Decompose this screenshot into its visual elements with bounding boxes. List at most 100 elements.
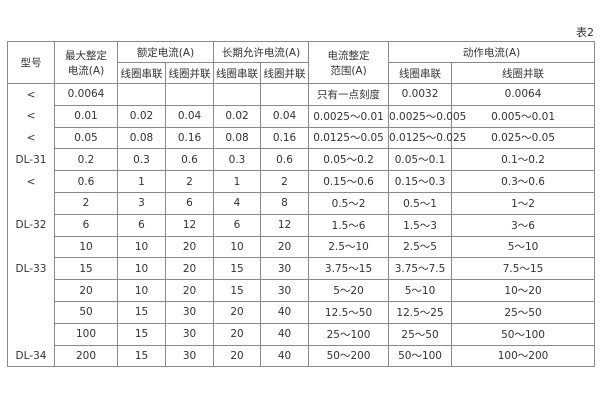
cell-operating-series: 12.5～25 [388, 300, 453, 324]
cell-rated-parallel: 0.16 [164, 126, 215, 150]
table-row: DL-33 15 10 20 15 30 3.75～15 3.75～7.5 7.5～15 [7, 257, 596, 281]
cell-operating-series: 0.0125～0.025 [388, 126, 466, 150]
cell-setting-range: 5～20 [308, 279, 390, 302]
table-row: 20 10 20 15 30 5～20 5～10 10～20 [7, 279, 596, 302]
table-row: DL-34 200 15 30 20 40 50～200 50～100 100～200 [7, 344, 596, 368]
cell-long-term-series: 20 [213, 344, 262, 368]
cell-long-term-parallel: 40 [260, 344, 310, 368]
cell-long-term-series: 10 [213, 235, 262, 259]
cell-operating-parallel: 0.025～0.05 [451, 126, 596, 150]
header-max-setting: 最大整定 电流(A) [54, 41, 118, 84]
cell-long-term-parallel: 20 [260, 235, 310, 259]
cell-model [7, 192, 55, 215]
cell-long-term-parallel: 40 [260, 300, 310, 324]
cell-model: DL-33 [7, 257, 55, 280]
table-row: <0.05 0.08 0.16 0.08 0.16 0.0125～0.05 0.0125～0… [7, 126, 596, 150]
cell-rated-series: 10 [117, 235, 166, 259]
cell-model [7, 301, 55, 324]
cell-long-term-parallel: 2 [260, 170, 310, 193]
cell-operating-parallel: 100～200 [451, 344, 596, 368]
table-row: 2 3 6 4 8 0.5～2 0.5～1 1～2 [7, 191, 596, 215]
cell-setting-range: 只有一点刻度 [308, 83, 390, 106]
cell-operating-parallel: 25～50 [451, 300, 596, 324]
cell-operating-series: 0.5～1 [388, 191, 453, 215]
subheader-parallel: 线圈并联 [260, 62, 310, 84]
cell-long-term-series [213, 83, 262, 106]
header-operating-current: 动作电流(A) [388, 41, 596, 63]
cell-setting-range: 50～200 [308, 344, 390, 368]
cell-long-term-series: 20 [213, 322, 262, 346]
cell-model: < [7, 127, 55, 149]
cell-long-term-series: 0.3 [213, 148, 262, 172]
cell-long-term-series: 4 [213, 191, 262, 215]
cell-rated-series: 0.02 [117, 104, 166, 128]
cell-max-setting: 10 [54, 235, 118, 259]
cell-operating-parallel: 0.1～0.2 [451, 148, 596, 172]
cell-long-term-parallel: 30 [260, 257, 310, 281]
cell-model: < [7, 170, 55, 193]
cell-rated-parallel: 6 [164, 191, 215, 215]
cell-max-setting: 2 [54, 191, 118, 215]
cell-rated-parallel: 20 [164, 257, 215, 281]
cell-rated-series [117, 83, 166, 106]
cell-model [7, 323, 55, 346]
cell-rated-parallel: 20 [164, 235, 215, 259]
table-caption: 表2 [576, 26, 594, 39]
cell-operating-parallel: 50～100 [451, 322, 596, 346]
cell-setting-range: 25～100 [308, 322, 390, 346]
cell-operating-parallel: 7.5～15 [451, 257, 596, 281]
header-rated-current: 额定电流(A) [116, 41, 215, 63]
cell-operating-series: 2.5～5 [388, 235, 453, 259]
cell-max-setting: 6 [54, 213, 118, 237]
cell-max-setting: 0.05 [54, 126, 118, 150]
cell-operating-parallel: 0.3～0.6 [451, 170, 596, 193]
subheader-parallel: 线圈并联 [164, 62, 215, 84]
cell-rated-parallel: 30 [164, 344, 215, 368]
cell-operating-series: 25～50 [388, 322, 453, 346]
table-row: DL-31 0.2 0.3 0.6 0.3 0.6 0.05～0.2 0.05～0.1 0.1～… [7, 148, 596, 172]
cell-setting-range: 2.5～10 [308, 235, 390, 259]
cell-long-term-series: 0.02 [213, 104, 262, 128]
cell-operating-parallel: 10～20 [451, 279, 596, 302]
cell-rated-parallel: 0.04 [164, 104, 215, 128]
subheader-series: 线圈串联 [117, 62, 166, 84]
cell-rated-series: 3 [117, 191, 166, 215]
cell-long-term-parallel: 0.16 [260, 126, 310, 150]
cell-long-term-series: 0.08 [213, 126, 262, 150]
table-row: <0.0064 只有一点刻度 0.0032 0.0064 [7, 83, 596, 106]
cell-setting-range: 0.15～0.6 [308, 170, 390, 193]
table-row: 100 15 30 20 40 25～100 25～50 50～100 [7, 322, 596, 346]
cell-max-setting: 0.6 [54, 170, 118, 193]
cell-rated-series: 1 [117, 170, 166, 193]
cell-rated-series: 10 [117, 257, 166, 281]
cell-model: DL-32 [7, 214, 55, 237]
cell-operating-series: 3.75～7.5 [388, 257, 453, 281]
cell-operating-parallel: 0.005～0.01 [451, 104, 596, 128]
cell-setting-range: 0.5～2 [308, 191, 390, 215]
cell-rated-parallel: 2 [164, 170, 215, 193]
cell-max-setting: 0.0064 [54, 83, 118, 106]
subheader-parallel: 线圈并联 [451, 62, 596, 84]
cell-long-term-series: 15 [213, 257, 262, 281]
cell-max-setting: 0.01 [54, 104, 118, 128]
header-setting-range: 电流整定 范围(A) [308, 41, 390, 84]
cell-rated-series: 15 [117, 344, 166, 368]
cell-rated-series: 0.3 [117, 148, 166, 172]
cell-operating-series: 0.0025～0.005 [388, 104, 466, 128]
cell-operating-series: 0.0032 [388, 83, 453, 106]
cell-long-term-parallel: 30 [260, 279, 310, 302]
cell-rated-parallel: 30 [164, 322, 215, 346]
cell-long-term-series: 20 [213, 300, 262, 324]
subheader-series: 线圈串联 [388, 62, 453, 84]
cell-operating-series: 1.5～3 [388, 213, 453, 237]
cell-model: < [7, 83, 55, 106]
table-row: <0.6 1 2 1 2 0.15～0.6 0.15～0.3 0.3～0.6 [7, 170, 596, 193]
cell-long-term-series: 6 [213, 213, 262, 237]
cell-rated-series: 10 [117, 279, 166, 302]
cell-max-setting: 100 [54, 322, 118, 346]
cell-max-setting: 50 [54, 300, 118, 324]
cell-model: DL-34 [7, 345, 55, 368]
cell-rated-parallel [164, 83, 215, 106]
cell-rated-series: 0.08 [117, 126, 166, 150]
cell-operating-parallel: 3～6 [451, 213, 596, 237]
